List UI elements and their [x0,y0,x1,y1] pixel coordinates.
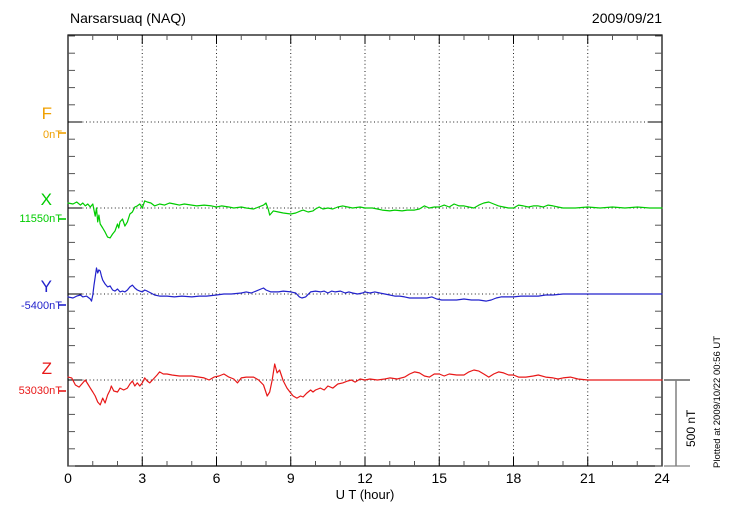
trace-Z [67,363,663,406]
x-tick-label-12: 12 [357,470,373,486]
trace-Y [67,267,663,302]
axes-frame [67,34,663,467]
scale-bar [664,379,690,467]
grid [68,35,662,466]
component-label-F: F [41,104,52,123]
x-tick-label-9: 9 [286,470,295,486]
scale-bar-label: 500 nT [684,409,698,447]
x-tick-label-0: 0 [64,470,72,486]
axis-ticks [68,35,662,467]
component-label-X: X [40,190,52,209]
component-label-Y: Y [40,277,52,296]
component-baseline-value-Z: 53030nT [18,385,62,397]
component-baseline-value-Y: -5400nT [21,300,62,312]
plot-title: Narsarsuaq (NAQ) [70,10,186,26]
component-baseline-value-F: 0nT [43,129,62,141]
component-baseline-value-X: 11550nT [19,213,62,225]
x-tick-label-21: 21 [579,470,596,486]
x-axis-title: U T (hour) [335,487,395,502]
x-tick-label-3: 3 [138,470,147,486]
x-tick-label-6: 6 [212,470,221,486]
trace-X [67,200,663,239]
x-tick-label-15: 15 [431,470,448,486]
x-tick-label-24: 24 [654,470,670,486]
component-label-Z: Z [41,359,52,378]
plot-date: 2009/09/21 [591,10,662,26]
x-tick-label-18: 18 [505,470,522,486]
plotted-at-note: Plotted at 2009/10/22 00:56 UT [712,335,723,468]
component-marker-ticks [59,132,66,392]
